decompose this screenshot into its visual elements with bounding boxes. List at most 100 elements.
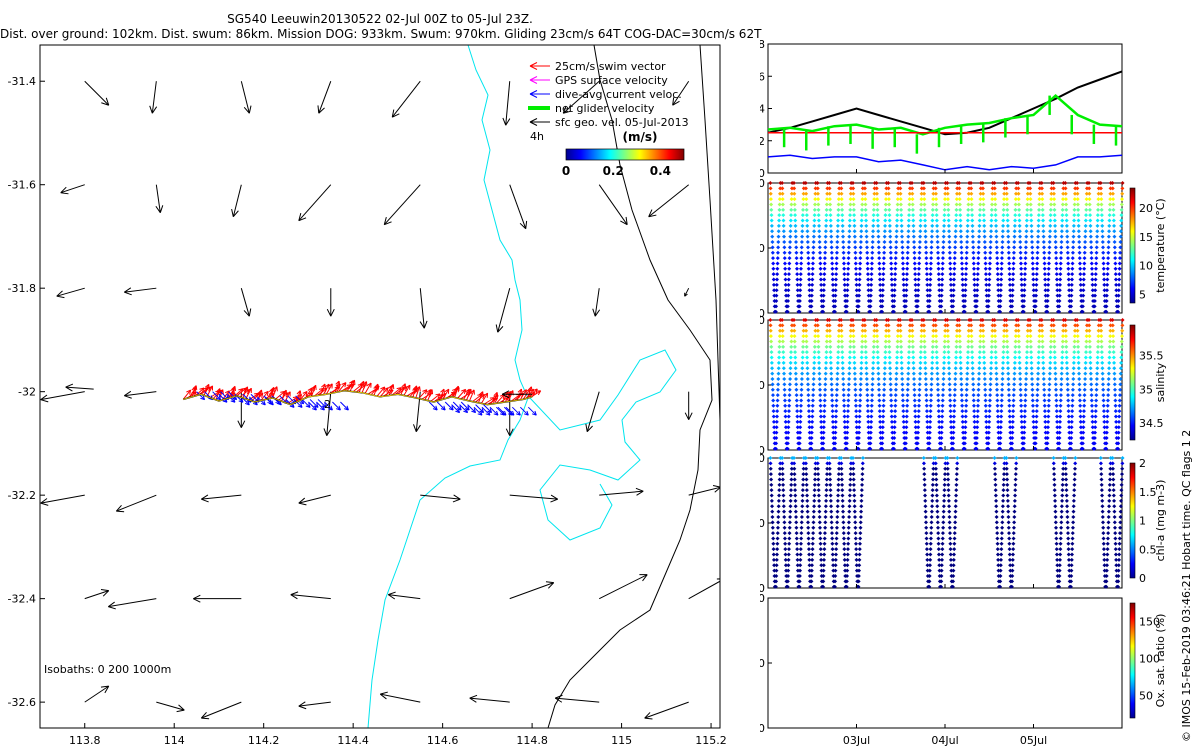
profile-point	[1090, 414, 1095, 419]
profile-point	[852, 218, 857, 223]
profile-point	[863, 344, 868, 349]
profile-point	[839, 181, 844, 185]
profile-point	[843, 293, 848, 298]
profile-point	[847, 504, 852, 509]
geo-velocity-arrow	[151, 81, 157, 114]
profile-point	[1014, 323, 1019, 328]
profile-point	[781, 493, 786, 498]
profile-point	[1111, 350, 1116, 355]
profile-point	[792, 207, 797, 212]
profile-point	[994, 250, 999, 255]
profile-point	[954, 328, 959, 333]
geo-velocity-arrow	[108, 598, 157, 608]
profile-point	[912, 393, 917, 398]
swim-vector-arrow	[454, 385, 459, 398]
profile-point	[941, 387, 946, 392]
profile-point	[822, 409, 827, 414]
profile-point	[798, 552, 803, 557]
coastline-island	[529, 349, 677, 541]
profile-point	[1099, 202, 1104, 207]
profile-point	[954, 339, 959, 344]
profile-point	[964, 387, 969, 392]
profile-point	[830, 266, 835, 271]
profile-point	[1034, 425, 1039, 430]
profile-point	[1005, 202, 1010, 207]
profile-point	[827, 191, 832, 196]
profile-point	[1075, 328, 1080, 333]
profile-point	[871, 366, 876, 371]
profile-point	[847, 371, 852, 376]
profile-point	[872, 328, 877, 333]
profile-point	[960, 266, 965, 271]
profile-point	[853, 525, 858, 530]
geo-velocity-arrow	[598, 574, 648, 600]
profile-point	[982, 360, 987, 365]
profile-point	[1007, 398, 1012, 403]
profile-point	[977, 366, 982, 371]
profile-point	[939, 446, 944, 451]
profile-point	[786, 568, 791, 573]
profile-point	[947, 531, 952, 536]
profile-point	[1001, 344, 1006, 349]
profile-point	[1059, 504, 1064, 509]
profile-point	[993, 339, 998, 344]
profile-point	[1117, 536, 1122, 541]
profile-point	[1081, 272, 1086, 277]
profile-point	[1013, 207, 1018, 212]
profile-point	[1072, 339, 1077, 344]
dac-vector-arrow	[483, 404, 492, 413]
profile-point	[1082, 387, 1087, 392]
profile-point	[1072, 218, 1077, 223]
profile-point	[899, 223, 904, 228]
profile-point	[951, 288, 956, 293]
profile-point	[1054, 541, 1059, 546]
profile-point	[1019, 266, 1024, 271]
profile-point	[996, 293, 1001, 298]
profile-point	[1111, 477, 1116, 482]
profile-point	[960, 403, 965, 408]
dac-vector-arrow-head	[471, 408, 477, 414]
profile-point	[1029, 223, 1034, 228]
profile-point	[845, 557, 850, 562]
profile-point	[854, 552, 859, 557]
dac-vector-arrow	[511, 406, 521, 416]
profile-point	[1075, 323, 1080, 328]
profile-point	[805, 360, 810, 365]
profile-point	[1052, 202, 1057, 207]
profile-point	[948, 547, 953, 552]
profile-point	[953, 234, 958, 239]
profile-point	[905, 261, 910, 266]
profile-point	[1054, 531, 1059, 536]
profile-point	[1111, 488, 1116, 493]
profile-point	[1072, 488, 1077, 493]
profile-point	[931, 339, 936, 344]
profile-point	[1101, 382, 1106, 387]
profile-point	[1037, 207, 1042, 212]
colorbar-label: temperature (°C)	[1154, 198, 1167, 292]
swim-vector-arrow	[451, 387, 460, 398]
profile-point	[771, 557, 776, 562]
profile-point	[1114, 288, 1119, 293]
profile-point	[1009, 309, 1014, 314]
profile-point	[1035, 239, 1040, 244]
profile-point	[1102, 430, 1107, 435]
profile-point	[892, 277, 897, 282]
profile-point	[1076, 344, 1081, 349]
profile-point	[1019, 409, 1024, 414]
profile-point	[1101, 261, 1106, 266]
profile-point	[894, 245, 899, 250]
profile-point	[848, 461, 853, 466]
profile-point	[1046, 266, 1051, 271]
profile-point	[1024, 355, 1029, 360]
profile-point	[995, 261, 1000, 266]
profile-point	[1019, 272, 1024, 277]
profile-point	[957, 328, 962, 333]
profile-point	[934, 207, 939, 212]
profile-point	[1019, 277, 1024, 282]
profile-point	[793, 355, 798, 360]
profile-point	[834, 403, 839, 408]
profile-point	[940, 398, 945, 403]
profile-point	[860, 339, 865, 344]
profile-point	[859, 498, 864, 503]
profile-point	[809, 304, 814, 309]
